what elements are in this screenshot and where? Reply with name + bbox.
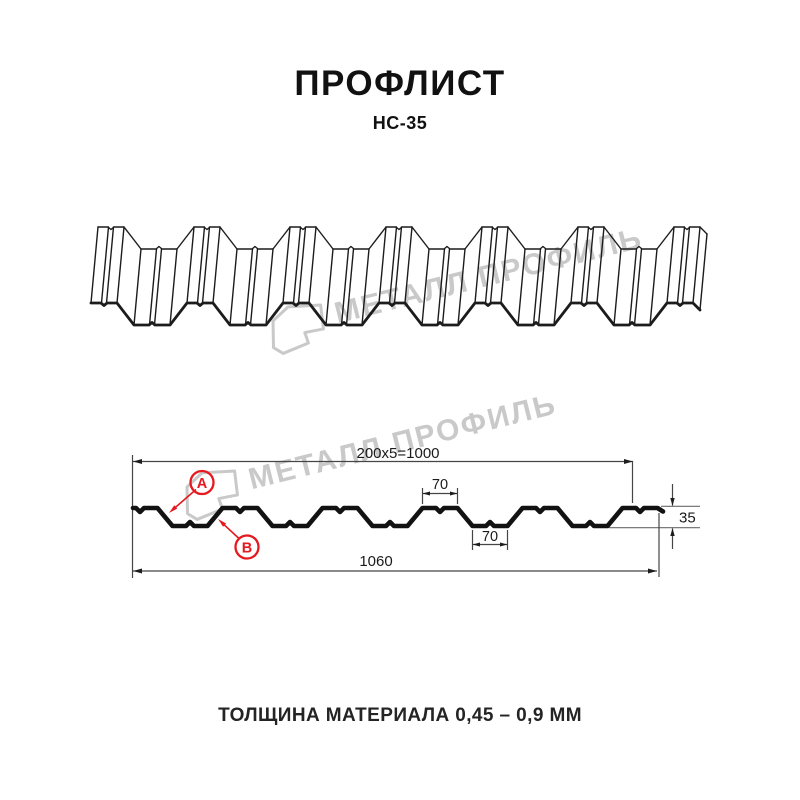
callout-a-circle <box>189 469 215 496</box>
dimension-lines: 200x5=1000 70 70 35 1060 <box>131 445 700 578</box>
dimension-bottom-label: 1060 <box>359 553 392 570</box>
dimension-line-top <box>133 460 634 503</box>
callout-a-arrowhead <box>169 505 178 513</box>
profile-3d-near-edge <box>89 301 702 327</box>
dimension-line-bottom <box>133 513 660 577</box>
callout-b: В <box>218 519 260 560</box>
footer-note: ТОЛЩИНА МАТЕРИАЛА 0,45 – 0,9 ММ <box>218 705 582 726</box>
watermark-upper: МЕТАЛЛ ПРОФИЛЬ <box>271 222 646 355</box>
callout-b-arrow-line <box>221 522 240 540</box>
profile-3d-far-edge <box>97 226 708 250</box>
page-title: ПРОФЛИСТ <box>294 64 506 103</box>
callout-b-circle <box>234 534 260 560</box>
metall-profil-logo-icon <box>185 469 239 521</box>
height-reference-lines <box>609 505 700 529</box>
callout-a: А <box>169 469 215 513</box>
callout-b-arrowhead <box>218 519 227 527</box>
dimension-height-label: 35 <box>679 510 696 527</box>
metall-profil-logo-icon <box>271 303 325 355</box>
dimension-top-label: 200x5=1000 <box>357 445 440 462</box>
callout-b-label: В <box>242 541 252 557</box>
callout-a-arrow-line <box>172 488 197 511</box>
profile-3d-view <box>89 226 708 327</box>
watermark-text: МЕТАЛЛ ПРОФИЛЬ <box>245 388 560 497</box>
profile-3d-bend-lines <box>90 226 708 326</box>
dimension-crest-label: 70 <box>432 477 448 493</box>
cross-section-profile <box>130 505 666 529</box>
profile-3d-rib-lines <box>100 226 691 326</box>
dimension-valley-label: 70 <box>482 529 498 545</box>
callout-a-label: А <box>197 476 208 492</box>
page-subtitle: НС-35 <box>372 113 428 133</box>
